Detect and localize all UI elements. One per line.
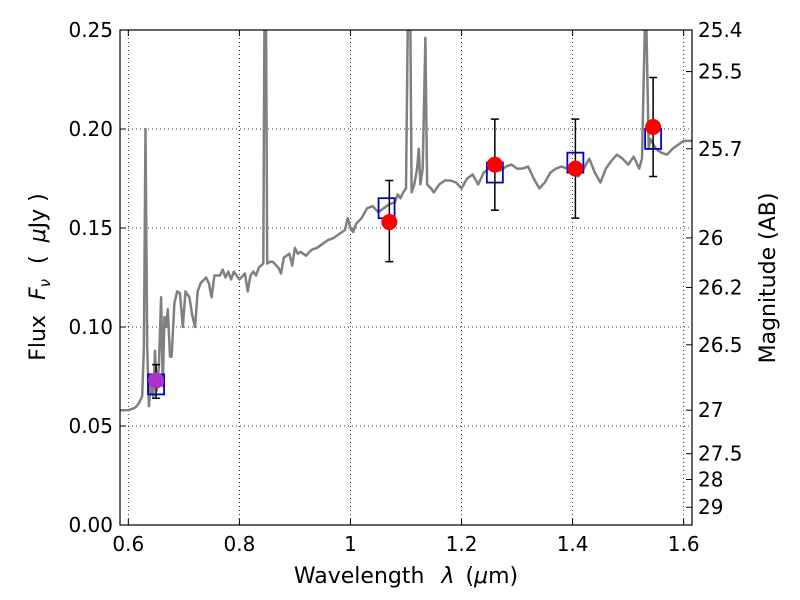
y-tick-label: 0.05 — [68, 414, 113, 438]
model-points-layer — [147, 127, 663, 396]
right-tick-label: 25.5 — [698, 60, 743, 84]
x-tick-label: 0.6 — [112, 532, 144, 556]
x-axis-unit-rest: m) — [488, 564, 518, 589]
right-tick-label: 26.5 — [698, 333, 743, 357]
x-axis-label-symbol: λ — [440, 564, 454, 589]
y-axis-unit-rest: Jy ) — [26, 193, 51, 230]
y-axis-label-text: Flux — [26, 315, 51, 361]
x-tick-label: 1.6 — [668, 532, 700, 556]
observed-point — [148, 372, 165, 389]
observed-point — [645, 119, 662, 136]
x-tick-label: 1.2 — [446, 532, 478, 556]
y-axis-unit-mu: μ — [26, 228, 51, 243]
y-tick-label: 0.00 — [68, 513, 113, 537]
x-axis-label-text: Wavelength — [294, 564, 425, 589]
y-axis-label: Flux Fν ( μJy ) — [26, 193, 56, 360]
y-tick-label: 0.25 — [68, 18, 113, 42]
x-axis-unit-mu: μ — [473, 564, 488, 589]
y-axis-unit-open: ( — [26, 255, 51, 264]
observed-point — [486, 156, 503, 173]
right-tick-label: 29 — [698, 495, 723, 519]
x-tick-label: 1 — [344, 532, 357, 556]
right-tick-label: 28 — [698, 467, 723, 491]
x-tick-label: 1.4 — [557, 532, 589, 556]
observed-point — [381, 214, 398, 231]
right-axis-label: Magnitude (AB) — [756, 193, 781, 364]
spectrum-line — [120, 30, 692, 412]
x-tick-label: 0.8 — [223, 532, 255, 556]
x-axis-label: Wavelength λ (μm) — [294, 564, 518, 589]
y-tick-label: 0.10 — [68, 315, 113, 339]
grid-lines — [120, 30, 692, 525]
x-axis-ticks: 0.6 0.8 1 1.2 1.4 1.6 — [112, 30, 700, 556]
right-tick-label: 27.5 — [698, 442, 743, 466]
observed-point — [567, 160, 584, 177]
spectrum-layer — [120, 30, 692, 412]
plot-frame — [119, 29, 693, 526]
right-tick-label: 25.4 — [698, 18, 743, 42]
right-tick-label: 26 — [698, 226, 723, 250]
y-axis-label-subscript: ν — [36, 279, 54, 287]
x-axis-unit-open: ( — [465, 564, 474, 589]
y-axis-label-symbol: F — [26, 287, 51, 300]
right-tick-label: 26.2 — [698, 275, 743, 299]
right-tick-label: 27 — [698, 398, 723, 422]
right-tick-label: 25.7 — [698, 137, 743, 161]
right-axis-ticks: 25.4 25.5 25.7 26 26.2 26.5 27 27.528 29 — [686, 18, 743, 519]
observed-points-layer — [148, 76, 662, 400]
y-tick-label: 0.15 — [68, 216, 113, 240]
y-axis-ticks: 0.00 0.05 0.10 0.15 0.20 0.25 — [68, 18, 126, 537]
y-tick-label: 0.20 — [68, 117, 113, 141]
